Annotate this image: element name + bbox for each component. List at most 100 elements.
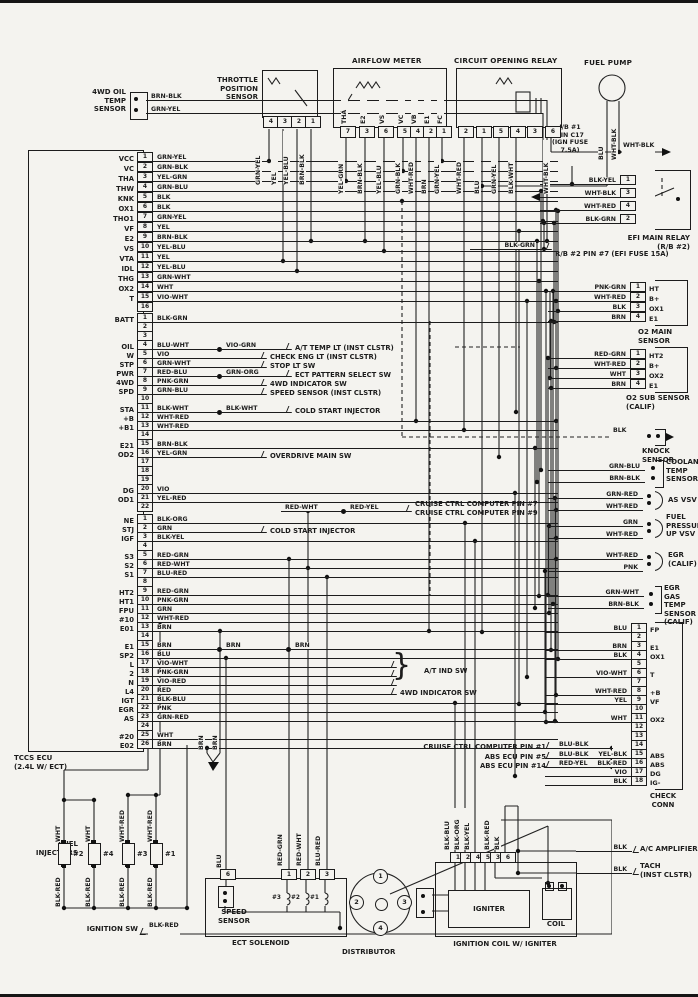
- ect-solenoid-body: [205, 878, 347, 937]
- wire-line: GRN-RED: [548, 490, 643, 499]
- wire-line: RED-GRN: [548, 349, 630, 359]
- wire-label: BLU: [156, 651, 172, 658]
- cor-wire-label: WHT-RED: [456, 140, 463, 194]
- connector-pin-number: 4: [630, 312, 646, 322]
- wire-line: [249, 657, 558, 659]
- arrow-hook: [285, 406, 295, 413]
- ecu-pin-name: THG: [118, 275, 134, 283]
- ect-solenoid-number: #1: [310, 895, 319, 901]
- connector-pin-name: E1: [649, 382, 658, 390]
- wire-label: BRN: [156, 741, 173, 748]
- ecu-pin-row: BATT 1 BLK-GRN: [28, 313, 558, 324]
- afm-terminal-label: FC: [437, 91, 444, 124]
- connector-pin-number: 3: [630, 369, 646, 379]
- connector-pin-name: OX2: [649, 372, 664, 380]
- wire-line: [249, 429, 558, 431]
- ecu-pin-number: 22: [137, 502, 153, 512]
- wire-label: VIO: [156, 486, 171, 493]
- annotation-target-stack: CRUISE CTRL COMPUTER PIN #7 CRUISE CTRL C…: [415, 500, 538, 518]
- wire-label: BLK-WHT: [156, 405, 190, 412]
- ecu-pin-number: 5: [137, 192, 153, 202]
- afm-pin-number: 4: [410, 126, 426, 138]
- ecu-pin-name: IGT: [121, 697, 134, 705]
- ecu-pin-name: OD2: [117, 451, 134, 459]
- wire-label: YEL-BLU: [156, 264, 187, 271]
- ect-pin-number: 2: [300, 869, 316, 880]
- wire-line: WHT-BLK: [540, 188, 620, 198]
- connector-pin-dot: [134, 108, 138, 112]
- wire-label: VIO: [613, 769, 628, 776]
- ecu-pin-number: 16: [137, 302, 153, 312]
- wire-line: [249, 270, 558, 272]
- wire-segment: GRN-WHT: [153, 358, 261, 368]
- connector-pin-name: ABS: [650, 752, 665, 760]
- ecu-pin-row: KNK 5 BLK: [28, 192, 558, 203]
- fuel-pump-title: FUEL PUMP: [584, 58, 633, 67]
- afm-pin-number: 2: [423, 126, 439, 138]
- afm-terminal-label: E1: [424, 91, 431, 124]
- wire-label: GRN-BLK: [156, 164, 190, 171]
- ect-solenoid-number: #2: [291, 895, 300, 901]
- wire-label: WHT-BLK: [583, 190, 617, 197]
- wire-line: BRN: [545, 641, 631, 651]
- wire-segment: BRN: [222, 640, 286, 650]
- wire-line: [249, 210, 558, 212]
- ecu-pin-name: #10: [118, 616, 134, 624]
- wire-segment: RED-WHT: [153, 559, 249, 569]
- ecu-connector-1: VCC 1 GRN-YEL VC 2 GRN-BLK THA 3 YEL-GRN THW 4 GRN-…: [28, 152, 558, 312]
- wire-label: RED-WHT: [284, 504, 319, 511]
- ecu-pin-row: STP 6 GRN-WHT STOP LT SW: [28, 358, 558, 370]
- ecu-pin-name: +B1: [118, 424, 134, 432]
- wire-label: GRN: [156, 525, 174, 532]
- ecu-pin-name: HT1: [118, 598, 134, 606]
- ecu-pin-name: IDL: [121, 265, 134, 273]
- connector-pin-number: 3: [620, 188, 636, 198]
- connector-pin-name: OX2: [650, 716, 665, 724]
- wire-line: GRN: [548, 518, 643, 527]
- connector-pin-name: E1: [650, 644, 659, 652]
- wire-label: PNK-GRN: [156, 378, 190, 385]
- ecu-pin-row: THG 13 GRN-WHT: [28, 272, 558, 283]
- connector-pin-number: 4: [620, 201, 636, 211]
- ecu-pin-row: IDL 12 YEL-BLU: [28, 262, 558, 273]
- wire-label: YEL-BLU: [156, 244, 187, 251]
- wire-line: BLK: [545, 776, 631, 786]
- connector-pin-name: B+: [649, 295, 660, 303]
- wire-line: VIO: [545, 767, 631, 777]
- connector-pin-dot: [647, 434, 651, 438]
- wire-segment: BRN-BLK: [153, 439, 249, 449]
- tps-pin-number: 1: [305, 116, 321, 128]
- wire-line: WHT-RED: [548, 551, 643, 560]
- afm-terminal-label: VS: [379, 91, 386, 124]
- wire-label: GRN-BLU: [156, 184, 190, 191]
- connector-row: BLK 18 IG-: [545, 776, 682, 787]
- distributor-connector: [416, 888, 434, 918]
- afm-wire-label: YEL-GRN: [338, 140, 345, 194]
- ecu-pin-number: 9: [137, 232, 153, 242]
- wire-line: [249, 567, 558, 569]
- rb2-fuse-ref: BLK-GRN R/B #2 PIN #7 (EFI FUSE 15A): [470, 240, 669, 258]
- tach-wire: BLK: [576, 865, 632, 874]
- wire-segment: GRN: [153, 604, 249, 614]
- wire-segment: RED-GRN: [153, 550, 249, 560]
- ecu-pin-name: S3: [124, 553, 134, 561]
- ecu-pin-name: L4: [124, 688, 134, 696]
- wire-line: [249, 170, 558, 172]
- wire-segment: BLU-BLK: [555, 749, 613, 759]
- ecu-pin-row: E21 15 BRN-BLK: [28, 439, 558, 450]
- wire-line: WHT-RED: [540, 201, 620, 211]
- ecu-pin-name: SP2: [119, 652, 134, 660]
- wire-segment: RED-YEL: [346, 502, 406, 512]
- wire-line: [249, 621, 558, 623]
- wire-line: BRN-BLK: [548, 474, 645, 483]
- ecu-connector-3: NE 1 BLK-ORG STJ 2 GRN COLD START INJECTOR IGF 3…: [28, 514, 558, 750]
- ecu-pin-name: FPU: [118, 607, 134, 615]
- wire-label: BLK: [156, 204, 172, 211]
- coil-terminal: [545, 882, 554, 891]
- ecu-pin-name: E01: [119, 625, 134, 633]
- cor-wire-label: BLK-WHT: [508, 140, 515, 194]
- afm-terminal-label: VC: [398, 91, 405, 124]
- wire-segment: PNK-GRN: [153, 595, 249, 605]
- wire-line: BRN: [548, 312, 630, 322]
- wire-label: BLU-BLK: [558, 751, 590, 758]
